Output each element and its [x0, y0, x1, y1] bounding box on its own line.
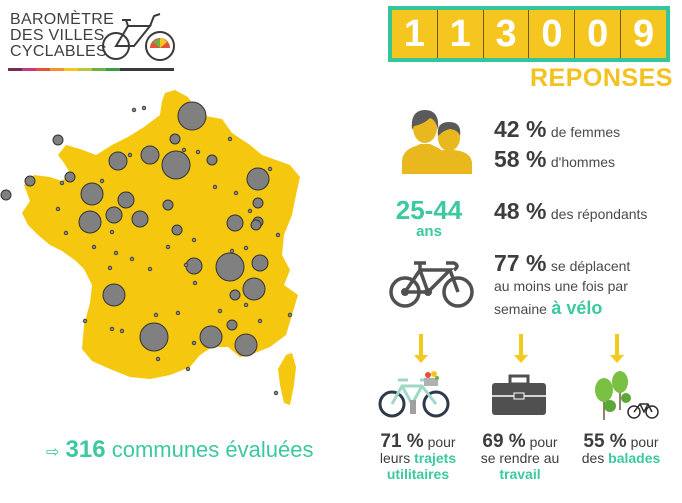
briefcase-icon	[492, 374, 546, 415]
usage-work: 69 % pour se rendre au travail	[460, 431, 580, 482]
counter-digit: 3	[483, 10, 530, 58]
logo-bicycle-icon	[102, 13, 175, 61]
people-icon	[402, 110, 472, 174]
stat-frequency: 77 % se déplacent	[494, 250, 630, 277]
france-map	[0, 90, 300, 405]
usage-word: pour	[630, 434, 659, 450]
usage-highlight: trajets	[414, 450, 457, 466]
frequency-line2: au moins une fois par	[494, 278, 628, 294]
men-label: d'hommes	[550, 154, 616, 170]
usage-leisure-pct: 55 %	[583, 431, 627, 452]
stat-age: 48 % des répondants	[494, 198, 647, 225]
arrow-right-icon: ⇨	[46, 444, 60, 461]
women-pct: 42 %	[494, 116, 547, 142]
communes-summary: ⇨ 316 communes évaluées	[46, 436, 313, 464]
frequency-line3-prefix: semaine	[494, 301, 547, 317]
responses-label: REPONSES	[530, 64, 673, 92]
usage-word: pour	[427, 434, 456, 450]
logo-line-2: DES VILLES	[10, 27, 105, 44]
usage-leisure: 55 % pour des balades	[560, 431, 682, 466]
usage-word: pour	[529, 434, 558, 450]
counter-digit: 0	[529, 10, 576, 58]
arrow-down-icon	[414, 334, 428, 363]
arrow-down-icon	[610, 334, 624, 363]
age-range-value: 25-44	[395, 195, 463, 225]
usage-utilitarian-pct: 71 %	[380, 431, 424, 452]
counter-digit: 1	[392, 10, 438, 58]
counter-digit: 0	[575, 10, 622, 58]
city-bike-icon	[378, 371, 450, 418]
logo-color-bar	[8, 68, 174, 71]
usage-work-pct: 69 %	[482, 431, 526, 452]
logo-line-3: CYCLABLES	[10, 43, 107, 60]
women-label: de femmes	[550, 124, 621, 140]
communes-count: 316	[65, 436, 106, 463]
frequency-line3: semaine à vélo	[494, 298, 602, 319]
usage-line2: se rendre au	[480, 450, 560, 466]
bicycle-icon	[389, 261, 474, 308]
usage-highlight: travail	[499, 466, 541, 482]
age-unit: ans	[416, 223, 442, 240]
usage-prefix: des	[581, 450, 605, 466]
response-counter: 1 1 3 0 0 9	[388, 6, 670, 62]
stat-women: 42 % de femmes	[494, 116, 620, 143]
age-range: 25-44 ans	[384, 196, 474, 240]
arrow-down-icon	[514, 334, 528, 363]
age-label: des répondants	[550, 206, 648, 222]
counter-digit: 9	[621, 10, 666, 58]
communes-label: communes évaluées	[111, 437, 314, 462]
frequency-highlight: à vélo	[551, 298, 603, 318]
usage-utilitarian: 71 % pour leurs trajets utilitaires	[358, 431, 478, 482]
men-pct: 58 %	[494, 146, 547, 172]
counter-digit: 1	[437, 10, 484, 58]
usage-prefix: leurs	[379, 450, 411, 466]
frequency-line1: se déplacent	[550, 258, 631, 274]
usage-highlight-line: utilitaires	[386, 466, 450, 482]
age-pct: 48 %	[494, 198, 547, 224]
frequency-pct: 77 %	[494, 250, 547, 276]
usage-highlight: balades	[608, 450, 661, 466]
logo-text: BAROMÈTRE DES VILLES CYCLABLES	[10, 12, 114, 60]
logo-line-1: BAROMÈTRE	[10, 11, 115, 28]
stat-men: 58 % d'hommes	[494, 146, 615, 173]
trees-bike-icon	[595, 371, 659, 420]
